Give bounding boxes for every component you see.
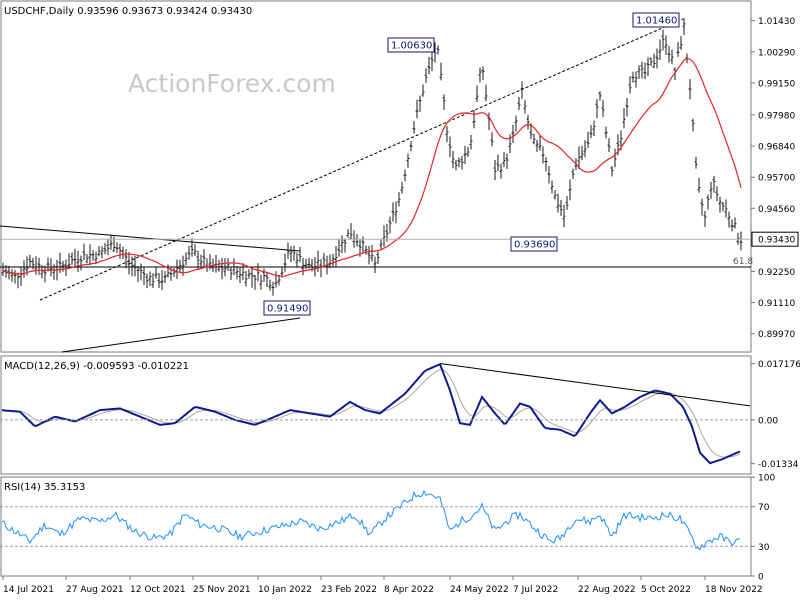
last-price-box bbox=[751, 231, 799, 247]
price-tick-label: 0.91110 bbox=[758, 299, 795, 309]
fib-label: 61.8 bbox=[733, 257, 753, 267]
macd-lines bbox=[1, 362, 751, 465]
watermark: ActionForex.com bbox=[128, 69, 336, 98]
price-tick-label: 0.99150 bbox=[758, 79, 795, 89]
time-tick-label: 22 Aug 2022 bbox=[578, 585, 636, 595]
price-header: USDCHF,Daily 0.93596 0.93673 0.93424 0.9… bbox=[4, 6, 252, 17]
time-tick-label: 23 Feb 2022 bbox=[321, 585, 377, 595]
macd-tick-label: 0.00 bbox=[758, 416, 778, 426]
time-tick-label: 14 Jul 2021 bbox=[3, 585, 54, 595]
moving-average bbox=[2, 57, 742, 277]
rsi-header: RSI(14) 35.3153 bbox=[4, 482, 85, 493]
price-tick-label: 0.94560 bbox=[758, 205, 795, 215]
time-tick-label: 12 Oct 2021 bbox=[130, 585, 186, 595]
macd-trend-line bbox=[439, 363, 751, 407]
time-tick-label: 10 Jan 2022 bbox=[258, 585, 312, 595]
price-tick-label: 1.01430 bbox=[758, 17, 795, 27]
rsi-line bbox=[1, 489, 741, 551]
macd-tick-label: 0.017176 bbox=[758, 360, 800, 370]
macd-panel-frame bbox=[0, 355, 752, 475]
price-annotation-box bbox=[263, 300, 311, 316]
price-annotation-box bbox=[510, 236, 558, 252]
price-tick-label: 0.97980 bbox=[758, 111, 795, 121]
time-tick-label: 7 Jul 2022 bbox=[513, 585, 558, 595]
moving-average-line bbox=[2, 57, 742, 277]
rsi-tick-label: 100 bbox=[758, 474, 775, 484]
triangle-upper-line bbox=[0, 225, 301, 252]
price-tick-label: 0.95700 bbox=[758, 174, 795, 184]
time-tick-label: 8 Apr 2022 bbox=[384, 585, 434, 595]
rsi-tick-label: 0 bbox=[758, 573, 764, 583]
price-axis: 1.01430 1.00290 0.99150 0.97980 0.96840 0.957… bbox=[0, 17, 799, 340]
price-annotation-label: 0.93690 bbox=[514, 240, 555, 251]
price-annotation-label: 0.91490 bbox=[267, 304, 308, 315]
price-annotation-label: 1.00630 bbox=[391, 41, 432, 52]
rsi-axis: 100 70 30 0 bbox=[0, 474, 775, 583]
price-tick-label: 0.93430 bbox=[758, 236, 795, 246]
price-annotations: 1.00630 1.01460 0.93690 0.91490 bbox=[263, 12, 680, 316]
price-tick-label: 0.96840 bbox=[758, 143, 795, 153]
time-tick-label: 27 Aug 2021 bbox=[66, 585, 124, 595]
time-tick-label: 24 May 2022 bbox=[450, 585, 509, 595]
price-panel-frame bbox=[0, 0, 752, 353]
macd-axis: 0.017176 0.00 -0.01334 bbox=[0, 360, 800, 470]
rsi-tick-label: 70 bbox=[758, 503, 770, 513]
rsi-panel-frame bbox=[0, 476, 752, 577]
rsi-lines bbox=[1, 489, 741, 551]
dashed-trend-line bbox=[39, 18, 684, 301]
price-annotation-box bbox=[632, 12, 680, 28]
rsi-tick-label: 30 bbox=[758, 543, 770, 553]
time-axis: 14 Jul 2021 27 Aug 2021 12 Oct 2021 25 Nov … bbox=[2, 576, 763, 595]
price-tick-label: 1.00290 bbox=[758, 48, 795, 58]
time-tick-label: 18 Nov 2022 bbox=[705, 585, 763, 595]
price-annotation-box bbox=[387, 37, 435, 53]
time-tick-label: 5 Oct 2022 bbox=[641, 585, 691, 595]
price-tick-label: 0.92250 bbox=[758, 268, 795, 278]
price-annotation-label: 1.01460 bbox=[636, 16, 677, 27]
time-tick-label: 25 Nov 2021 bbox=[193, 585, 251, 595]
macd-line bbox=[1, 362, 741, 465]
triangle-lower-line bbox=[61, 317, 301, 353]
macd-tick-label: -0.01334 bbox=[758, 460, 799, 470]
price-tick-label: 0.89970 bbox=[758, 330, 795, 340]
macd-header: MACD(12,26,9) -0.009593 -0.010221 bbox=[4, 361, 189, 372]
